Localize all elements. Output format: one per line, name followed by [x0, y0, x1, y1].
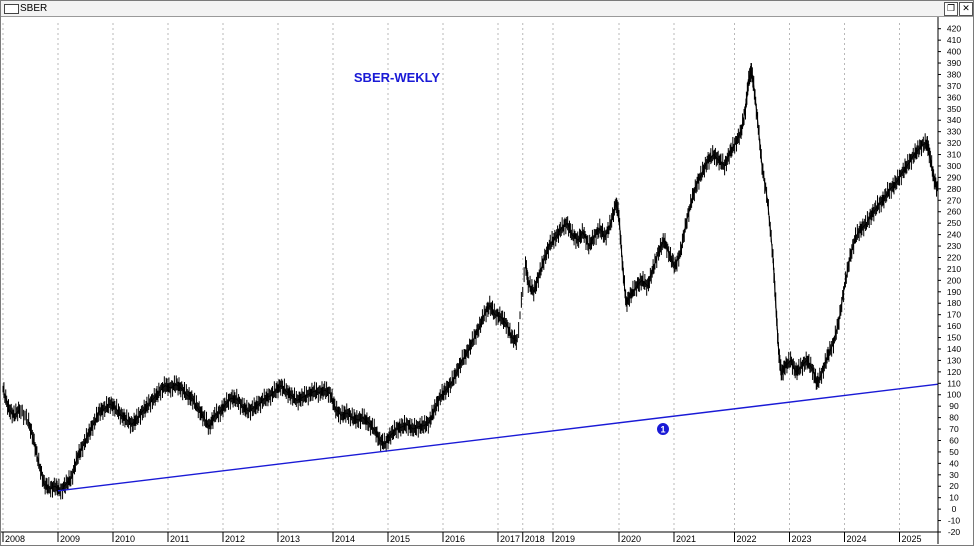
price-line-series-0: [2, 68, 939, 492]
x-tick-label: 2025: [902, 534, 922, 544]
y-tick-label: 370: [947, 81, 961, 91]
y-tick-label: 200: [947, 275, 961, 285]
close-button[interactable]: ✕: [959, 2, 973, 16]
y-tick-label: 250: [947, 218, 961, 228]
x-tick-label: 2020: [621, 534, 641, 544]
x-tick-label: 2019: [555, 534, 575, 544]
y-tick-label: 390: [947, 58, 961, 68]
support-trendline: [57, 383, 939, 492]
x-tick-label: 2018: [525, 534, 545, 544]
y-tick-label: 260: [947, 207, 961, 217]
y-tick-label: 330: [947, 127, 961, 137]
x-tick-label: 2021: [676, 534, 696, 544]
y-tick-label: 100: [947, 390, 961, 400]
chart-plot: 1: [2, 62, 939, 500]
x-tick-label: 2015: [390, 534, 410, 544]
x-tick-label: 2023: [792, 534, 812, 544]
x-tick-label: 2013: [280, 534, 300, 544]
x-tick-label: 2017: [500, 534, 520, 544]
x-tick-label: 2016: [445, 534, 465, 544]
y-tick-label: 80: [949, 413, 959, 423]
y-tick-label: 170: [947, 310, 961, 320]
annotation-marker: [657, 423, 669, 436]
restore-button[interactable]: ❐: [944, 2, 958, 16]
x-tick-label: 2014: [335, 534, 355, 544]
window-icon: [4, 4, 19, 14]
y-tick-label: 90: [949, 401, 959, 411]
close-icon: ✕: [962, 4, 970, 14]
restore-icon: ❐: [946, 4, 956, 14]
y-tick-label: 410: [947, 35, 961, 45]
y-tick-label: 40: [949, 458, 959, 468]
window-titlebar[interactable]: SBER ❐ ✕: [1, 1, 973, 17]
y-tick-label: 270: [947, 195, 961, 205]
x-axis: 2008 2009 2010 2011 2012 2013 2014 2015 2016 2017…: [1, 531, 938, 544]
y-tick-label: 190: [947, 287, 961, 297]
y-tick-label: 420: [947, 24, 961, 34]
annotation-label: 1: [660, 425, 665, 435]
y-tick-label: 380: [947, 69, 961, 79]
y-tick-label: 320: [947, 138, 961, 148]
price-chart[interactable]: 1 -20-1001020304050607080901001101201301…: [1, 17, 973, 545]
y-tick-label: 400: [947, 47, 961, 57]
y-tick-label: 360: [947, 92, 961, 102]
y-tick-label: 130: [947, 355, 961, 365]
y-tick-label: 0: [952, 504, 957, 514]
y-tick-label: 290: [947, 172, 961, 182]
y-tick-label: 160: [947, 321, 961, 331]
x-tick-label: 2010: [115, 534, 135, 544]
y-tick-label: 210: [947, 264, 961, 274]
y-tick-label: 310: [947, 150, 961, 160]
y-tick-label: 50: [949, 447, 959, 457]
x-tick-label: 2024: [847, 534, 867, 544]
y-tick-label: 120: [947, 367, 961, 377]
y-tick-label: 220: [947, 252, 961, 262]
y-tick-label: -20: [948, 527, 961, 537]
y-tick-label: 230: [947, 241, 961, 251]
x-tick-label: 2008: [5, 534, 25, 544]
x-tick-label: 2009: [60, 534, 80, 544]
y-tick-label: 280: [947, 184, 961, 194]
y-tick-label: 180: [947, 298, 961, 308]
y-tick-label: 20: [949, 481, 959, 491]
chart-title: SBER-WEKLY: [354, 70, 441, 85]
y-tick-label: 10: [949, 493, 959, 503]
y-tick-label: 350: [947, 104, 961, 114]
y-tick-label: 30: [949, 470, 959, 480]
y-tick-label: 140: [947, 344, 961, 354]
y-tick-label: 60: [949, 435, 959, 445]
y-tick-label: 300: [947, 161, 961, 171]
window-title: SBER: [20, 3, 48, 14]
y-tick-label: -10: [948, 516, 961, 526]
y-tick-label: 150: [947, 333, 961, 343]
y-tick-label: 70: [949, 424, 959, 434]
x-tick-label: 2011: [170, 534, 189, 544]
y-tick-label: 340: [947, 115, 961, 125]
chart-grid: [2, 23, 900, 532]
x-tick-label: 2012: [225, 534, 245, 544]
x-tick-label: 2022: [737, 534, 757, 544]
y-tick-label: 110: [947, 378, 961, 388]
y-tick-label: 240: [947, 230, 961, 240]
